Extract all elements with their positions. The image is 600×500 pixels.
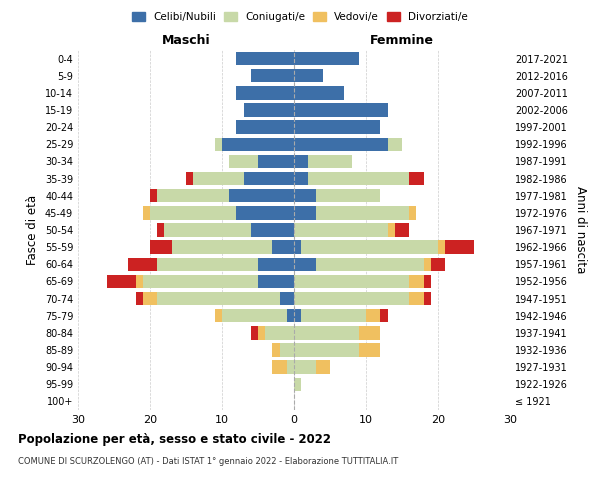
Bar (222, 309, 287, 322)
Bar (136, 274, 143, 288)
Bar (280, 344, 294, 356)
Bar (409, 292, 424, 306)
Bar (380, 309, 388, 322)
Bar (294, 309, 301, 322)
Bar (186, 172, 193, 186)
Text: COMUNE DI SCURZOLENGO (AT) - Dati ISTAT 1° gennaio 2022 - Elaborazione TUTTITALI: COMUNE DI SCURZOLENGO (AT) - Dati ISTAT … (18, 458, 398, 466)
Text: Femmine: Femmine (370, 34, 434, 46)
Bar (143, 292, 157, 306)
Bar (265, 326, 294, 340)
Bar (157, 258, 258, 271)
Bar (236, 52, 294, 66)
Bar (294, 378, 301, 391)
Bar (294, 154, 308, 168)
Bar (258, 274, 294, 288)
Bar (445, 240, 474, 254)
Bar (215, 138, 222, 151)
Bar (395, 224, 409, 236)
Bar (272, 344, 280, 356)
Bar (272, 360, 287, 374)
Bar (294, 120, 380, 134)
Bar (236, 206, 294, 220)
Bar (172, 240, 272, 254)
Bar (294, 360, 316, 374)
Bar (294, 292, 409, 306)
Bar (193, 172, 244, 186)
Bar (424, 274, 431, 288)
Bar (215, 309, 222, 322)
Bar (424, 258, 431, 271)
Bar (294, 52, 359, 66)
Y-axis label: Fasce di età: Fasce di età (26, 195, 39, 265)
Bar (272, 240, 294, 254)
Text: Popolazione per età, sesso e stato civile - 2022: Popolazione per età, sesso e stato civil… (18, 432, 331, 446)
Bar (164, 224, 251, 236)
Bar (150, 189, 157, 202)
Bar (157, 292, 280, 306)
Legend: Celibi/Nubili, Coniugati/e, Vedovi/e, Divorziati/e: Celibi/Nubili, Coniugati/e, Vedovi/e, Di… (128, 8, 472, 26)
Bar (316, 258, 424, 271)
Bar (359, 326, 380, 340)
Bar (359, 344, 380, 356)
Bar (294, 69, 323, 82)
Bar (280, 292, 294, 306)
Bar (143, 206, 150, 220)
Bar (236, 86, 294, 100)
Bar (150, 206, 236, 220)
Bar (301, 309, 366, 322)
Bar (294, 274, 409, 288)
Text: Maschi: Maschi (161, 34, 211, 46)
Bar (258, 326, 265, 340)
Bar (308, 154, 352, 168)
Bar (258, 154, 294, 168)
Bar (107, 274, 136, 288)
Bar (229, 154, 258, 168)
Bar (157, 224, 164, 236)
Bar (128, 258, 157, 271)
Bar (294, 172, 308, 186)
Bar (316, 206, 409, 220)
Bar (236, 120, 294, 134)
Bar (294, 206, 316, 220)
Bar (136, 292, 143, 306)
Bar (251, 224, 294, 236)
Bar (431, 258, 445, 271)
Bar (366, 309, 380, 322)
Bar (244, 172, 294, 186)
Bar (294, 240, 301, 254)
Bar (409, 274, 424, 288)
Bar (287, 309, 294, 322)
Bar (258, 258, 294, 271)
Bar (294, 258, 316, 271)
Bar (294, 138, 388, 151)
Bar (294, 224, 388, 236)
Bar (251, 69, 294, 82)
Bar (316, 189, 380, 202)
Bar (388, 224, 395, 236)
Bar (150, 240, 172, 254)
Bar (316, 360, 330, 374)
Bar (244, 104, 294, 117)
Bar (424, 292, 431, 306)
Y-axis label: Anni di nascita: Anni di nascita (574, 186, 587, 274)
Bar (157, 189, 229, 202)
Bar (287, 360, 294, 374)
Bar (409, 206, 416, 220)
Bar (294, 326, 359, 340)
Bar (294, 104, 388, 117)
Bar (388, 138, 402, 151)
Bar (222, 138, 294, 151)
Bar (294, 189, 316, 202)
Bar (438, 240, 445, 254)
Bar (294, 86, 344, 100)
Bar (409, 172, 424, 186)
Bar (143, 274, 258, 288)
Bar (301, 240, 438, 254)
Bar (251, 326, 258, 340)
Bar (229, 189, 294, 202)
Bar (308, 172, 409, 186)
Bar (294, 344, 359, 356)
